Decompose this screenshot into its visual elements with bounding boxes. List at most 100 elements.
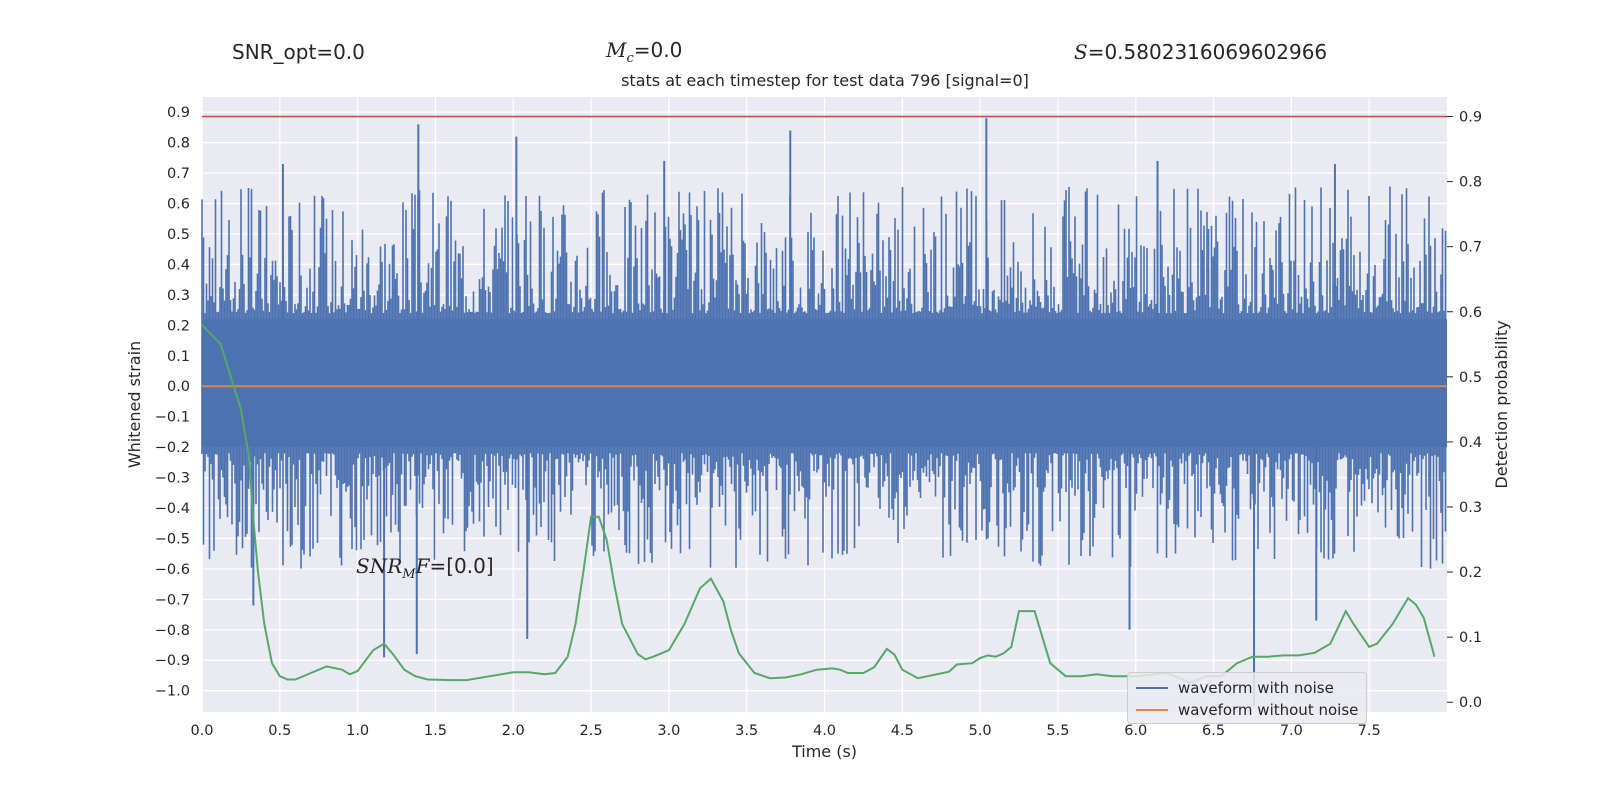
y-tick: −0.1	[155, 410, 190, 426]
x-tick: 0.5	[268, 723, 291, 739]
y2-tick: 0.6	[1447, 305, 1482, 321]
x-tick-label: 6.5	[1202, 723, 1225, 739]
y-tick: 0.5	[167, 227, 190, 243]
legend-label-clean: waveform without noise	[1178, 701, 1359, 719]
y-tick: −0.4	[155, 501, 190, 517]
y2-tick: 0.0	[1447, 695, 1482, 711]
y-tick-label: 0.7	[167, 166, 190, 182]
y2-tick: 0.2	[1447, 565, 1482, 581]
score-label: S=0.5802316069602966	[1074, 40, 1328, 64]
y-tick-label: 0.1	[167, 349, 190, 365]
y-tick-label: 0.6	[167, 197, 190, 213]
x-tick-label: 3.5	[735, 723, 758, 739]
x-tick: 1.5	[424, 723, 447, 739]
y-tick: −1.0	[155, 684, 190, 700]
y-tick: −0.8	[155, 623, 190, 639]
y-tick: 0.6	[167, 197, 190, 213]
snr-mf-annotation: SNRMF=[0.0]	[356, 554, 494, 582]
y-tick: 0.0	[167, 379, 190, 395]
y-tick-label: 0.2	[167, 318, 190, 334]
y-tick: −0.3	[155, 471, 190, 487]
x-tick-label: 3.0	[657, 723, 680, 739]
y-tick-label: −0.3	[155, 471, 190, 487]
y-tick-label: 0.4	[167, 257, 190, 273]
legend-swatch-noise	[1136, 687, 1168, 689]
y-tick: −0.2	[155, 440, 190, 456]
y-tick: −0.7	[155, 592, 190, 608]
y2-tick-label: 0.9	[1459, 110, 1482, 126]
y2-tick-label: 0.1	[1459, 630, 1482, 646]
y2-tick-label: 0.5	[1459, 370, 1482, 386]
y2-tick-label: 0.2	[1459, 565, 1482, 581]
x-tick-label: 1.0	[346, 723, 369, 739]
legend: waveform with noise waveform without noi…	[1127, 672, 1367, 724]
x-tick: 6.5	[1202, 723, 1225, 739]
x-tick-label: 4.5	[891, 723, 914, 739]
y-tick-label: 0.8	[167, 136, 190, 152]
x-tick-label: 4.0	[813, 723, 836, 739]
x-tick: 0.0	[190, 723, 213, 739]
legend-swatch-clean	[1136, 709, 1168, 711]
x-axis-label: Time (s)	[791, 742, 857, 761]
y2-tick-label: 0.6	[1459, 305, 1482, 321]
y-tick-label: −0.6	[155, 562, 190, 578]
y2-tick: 0.3	[1447, 500, 1482, 516]
x-axis: 0.0 0.5 1.0 1.5 2.0 2.5 3.0 3.5 4.0 4.5 5.0 5.5 6.0 6…	[190, 723, 1380, 739]
y2-tick-label: 0.8	[1459, 175, 1482, 191]
legend-item-noise: waveform with noise	[1136, 678, 1334, 698]
y2-tick-label: 0.4	[1459, 435, 1482, 451]
y-tick: 0.9	[167, 105, 190, 121]
legend-item-clean: waveform without noise	[1136, 700, 1358, 720]
y2-axis-label: Detection probability	[1492, 320, 1511, 488]
y-tick: 0.3	[167, 288, 190, 304]
x-tick: 5.0	[969, 723, 992, 739]
y2-tick-label: 0.0	[1459, 695, 1482, 711]
y-tick: −0.9	[155, 653, 190, 669]
y-tick: 0.4	[167, 257, 190, 273]
y-tick-label: −0.8	[155, 623, 190, 639]
x-tick-label: 0.0	[190, 723, 213, 739]
y-tick: 0.7	[167, 166, 190, 182]
x-tick-label: 1.5	[424, 723, 447, 739]
x-tick-label: 6.0	[1124, 723, 1147, 739]
x-tick: 3.5	[735, 723, 758, 739]
y2-tick: 0.1	[1447, 630, 1482, 646]
legend-label-noise: waveform with noise	[1178, 679, 1334, 697]
detection-probability-line	[201, 324, 1436, 684]
chirp-mass-label: Mc=0.0	[606, 38, 683, 66]
y-tick: −0.6	[155, 562, 190, 578]
x-tick-label: 2.0	[502, 723, 525, 739]
chart-title: stats at each timestep for test data 796…	[621, 71, 1029, 90]
y-tick-label: 0.3	[167, 288, 190, 304]
y-tick-label: −0.1	[155, 410, 190, 426]
x-tick-label: 0.5	[268, 723, 291, 739]
x-tick: 7.5	[1358, 723, 1381, 739]
x-tick: 2.5	[580, 723, 603, 739]
y-axis-label: Whitened strain	[125, 341, 144, 468]
snr-opt-label: SNR_opt=0.0	[232, 40, 365, 64]
x-tick-label: 2.5	[580, 723, 603, 739]
y-tick-label: 0.0	[167, 379, 190, 395]
y2-tick: 0.9	[1447, 110, 1482, 126]
y-tick-label: −0.5	[155, 531, 190, 547]
y2-tick: 0.7	[1447, 240, 1482, 256]
y-tick-label: −0.7	[155, 592, 190, 608]
x-tick-label: 7.5	[1358, 723, 1381, 739]
y-tick-label: −0.4	[155, 501, 190, 517]
y2-tick-label: 0.3	[1459, 500, 1482, 516]
y-tick: 0.2	[167, 318, 190, 334]
y-tick-label: −1.0	[155, 684, 190, 700]
x-tick: 4.5	[891, 723, 914, 739]
x-tick: 5.5	[1046, 723, 1069, 739]
x-tick: 1.0	[346, 723, 369, 739]
x-tick: 4.0	[813, 723, 836, 739]
y-tick-label: 0.5	[167, 227, 190, 243]
x-tick: 2.0	[502, 723, 525, 739]
y2-tick: 0.8	[1447, 175, 1482, 191]
noise-waveform-series	[201, 118, 1447, 706]
y-axis-left: 0.9 0.8 0.7 0.6 0.5 0.4 0.3 0.2 0.1 0.0 −0.1 −0.2 −0…	[155, 105, 190, 699]
y-axis-right: 0.0 0.1 0.2 0.3 0.4 0.5 0.6 0.7 0.8 0.9	[1447, 110, 1482, 711]
y-tick: 0.1	[167, 349, 190, 365]
y2-tick: 0.4	[1447, 435, 1482, 451]
